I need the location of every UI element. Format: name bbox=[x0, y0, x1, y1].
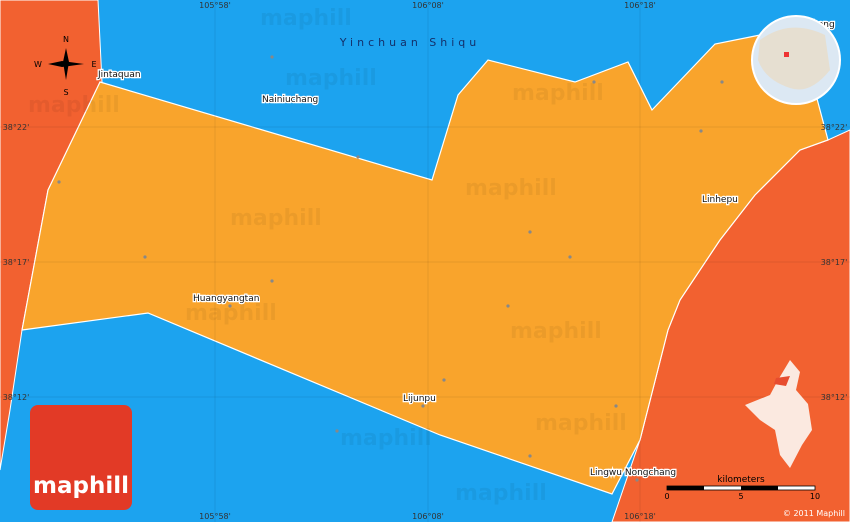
inset-province bbox=[745, 360, 812, 468]
watermarks: maphill maphill maphill maphill maphill … bbox=[28, 6, 627, 506]
coord: 105°58' bbox=[199, 512, 231, 521]
coord: 38°17' bbox=[3, 258, 30, 267]
coord: 38°12' bbox=[821, 393, 848, 402]
logo: maphill bbox=[33, 473, 129, 499]
watermark: maphill bbox=[230, 206, 322, 231]
place: Nainiuchang bbox=[262, 95, 318, 105]
watermark: maphill bbox=[455, 481, 547, 506]
compass-s: S bbox=[63, 88, 68, 97]
watermark: maphill bbox=[260, 6, 352, 31]
logo-box bbox=[30, 405, 132, 510]
place: Lijunpu bbox=[403, 394, 436, 404]
coord: 106°18' bbox=[624, 512, 656, 521]
globe bbox=[751, 15, 841, 105]
watermark: maphill bbox=[510, 319, 602, 344]
watermark: maphill bbox=[28, 93, 120, 118]
scale-tick: 10 bbox=[810, 492, 820, 501]
coord: 38°17' bbox=[821, 258, 848, 267]
scale-bar: kilometers 0 5 10 bbox=[664, 475, 820, 501]
compass-e: E bbox=[91, 60, 96, 69]
scale-tick: 0 bbox=[664, 492, 669, 501]
coord: 106°08' bbox=[412, 512, 444, 521]
watermark: maphill bbox=[535, 411, 627, 436]
compass-n: N bbox=[63, 35, 69, 44]
coord: 105°58' bbox=[199, 1, 231, 10]
coord: 38°22' bbox=[3, 123, 30, 132]
place: Linhepu bbox=[702, 195, 738, 205]
coord: 106°18' bbox=[624, 1, 656, 10]
dots bbox=[57, 55, 724, 482]
scale-tick: 5 bbox=[738, 492, 743, 501]
inset-location bbox=[774, 376, 790, 386]
place: Jintaquan bbox=[97, 70, 141, 80]
coord: 38°22' bbox=[821, 123, 848, 132]
watermark: maphill bbox=[285, 66, 377, 91]
coord: 106°08' bbox=[412, 1, 444, 10]
coords: 105°58' 106°08' 106°18' 105°58' 106°08' … bbox=[3, 1, 848, 521]
coord: 38°12' bbox=[3, 393, 30, 402]
watermark: maphill bbox=[465, 176, 557, 201]
watermark: maphill bbox=[512, 81, 604, 106]
place: Huangyangtan bbox=[193, 294, 259, 304]
place: Lingwu Nongchang bbox=[590, 468, 676, 478]
copyright: © 2011 Maphill bbox=[783, 509, 845, 518]
compass: N S E W bbox=[34, 35, 96, 97]
compass-w: W bbox=[34, 60, 42, 69]
region-label: Yinchuan Shiqu bbox=[339, 36, 481, 49]
district bbox=[21, 29, 829, 495]
watermark: maphill bbox=[340, 426, 432, 451]
scale-title: kilometers bbox=[717, 475, 765, 485]
